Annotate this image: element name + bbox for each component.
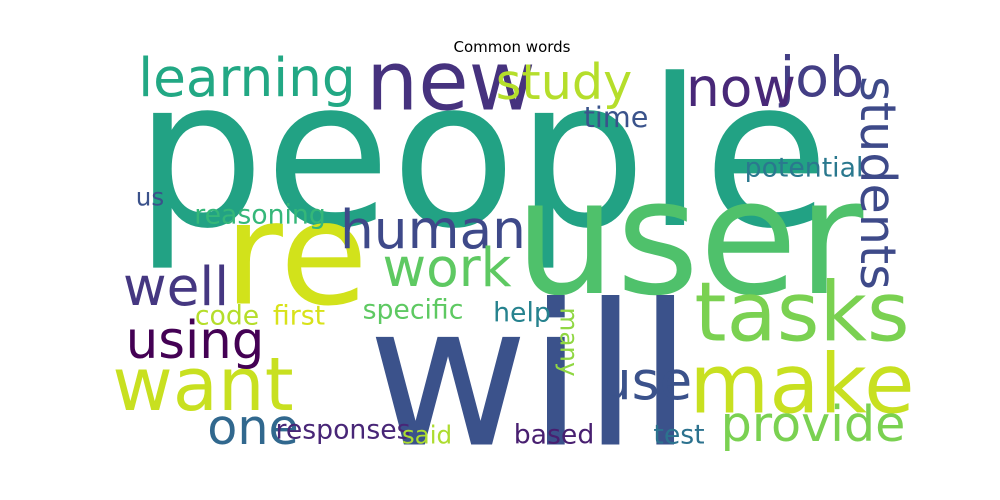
word-learning: learning xyxy=(138,47,355,109)
word-help: help xyxy=(493,298,551,329)
word-new: new xyxy=(366,35,536,130)
word-time: time xyxy=(584,100,649,134)
word-us: us xyxy=(136,183,164,212)
word-specific: specific xyxy=(363,295,464,326)
word-make: make xyxy=(689,338,914,433)
word-responses: responses xyxy=(275,415,410,446)
word-potential: potential xyxy=(745,153,864,184)
word-job: job xyxy=(779,46,864,110)
word-want: want xyxy=(112,342,293,428)
word-user: user xyxy=(515,145,864,331)
word-one: one xyxy=(207,398,299,456)
word-tasks: tasks xyxy=(694,266,909,361)
word-now: now xyxy=(686,57,796,119)
word-test: test xyxy=(653,420,704,451)
word-based: based xyxy=(514,420,595,451)
word-said: said xyxy=(402,421,452,450)
word-code: code xyxy=(195,301,259,332)
word-provide: provide xyxy=(721,395,906,453)
word-re: re xyxy=(224,171,368,338)
word-students: students xyxy=(849,76,907,290)
word-study: study xyxy=(496,53,632,111)
word-many: many xyxy=(555,307,584,376)
word-well: well xyxy=(123,256,229,318)
word-people: people xyxy=(135,36,830,274)
chart-title: Common words xyxy=(453,38,570,56)
word-work: work xyxy=(383,237,512,299)
word-reasoning: reasoning xyxy=(194,200,326,231)
word-human: human xyxy=(340,199,526,261)
word-first: first xyxy=(273,301,325,332)
word-use: use xyxy=(598,350,692,412)
word-will: will xyxy=(368,263,693,492)
word-using: using xyxy=(126,311,265,371)
